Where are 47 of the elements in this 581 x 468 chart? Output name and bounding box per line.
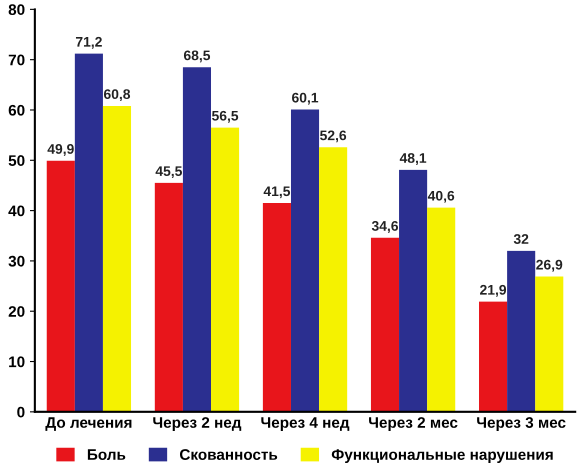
data-label: 34,6 xyxy=(372,221,398,233)
bar xyxy=(154,182,183,412)
x-tick-label: Через 2 нед xyxy=(153,417,242,431)
data-label: 71,2 xyxy=(76,36,102,49)
bar xyxy=(370,238,400,412)
data-label: 49,9 xyxy=(47,144,74,156)
bar xyxy=(262,203,291,412)
bar xyxy=(290,109,320,412)
data-label: 60,8 xyxy=(104,89,130,102)
y-tick-label: 10 xyxy=(9,356,25,368)
data-label: 26,9 xyxy=(536,260,562,272)
x-tick-label: Через 3 мес xyxy=(477,417,566,431)
x-tick-label: До лечения xyxy=(45,417,132,431)
y-tick-label: 50 xyxy=(8,155,25,166)
bar xyxy=(535,276,564,412)
bar xyxy=(479,302,508,412)
bar xyxy=(399,170,428,412)
data-label: 48,1 xyxy=(400,153,426,165)
data-label: 68,5 xyxy=(184,50,210,62)
data-label: 32 xyxy=(514,234,528,244)
bar xyxy=(211,128,240,412)
y-tick-label: 0 xyxy=(17,406,25,418)
bar xyxy=(319,147,348,412)
data-label: 56,5 xyxy=(212,110,238,123)
bar xyxy=(102,106,132,412)
bar xyxy=(182,67,212,412)
data-label: 45,5 xyxy=(156,166,182,178)
y-tick-label: 30 xyxy=(8,256,25,267)
y-tick-label: 80 xyxy=(8,4,25,16)
y-tick-label: 40 xyxy=(8,205,25,216)
data-label: 40,6 xyxy=(428,190,454,203)
data-label: 21,9 xyxy=(480,284,506,297)
data-label: 41,5 xyxy=(264,186,290,198)
x-tick-label: Через 4 нед xyxy=(261,417,350,431)
data-label: 52,6 xyxy=(320,130,346,142)
x-tick-label: Через 2 мес xyxy=(369,417,458,431)
bar xyxy=(46,160,75,412)
y-tick-label: 20 xyxy=(8,306,25,317)
data-label: 60,1 xyxy=(292,92,318,105)
legend-label: Функциональные нарушения xyxy=(332,449,553,463)
legend-label: Боль xyxy=(88,449,126,460)
bar xyxy=(427,208,456,412)
bar xyxy=(507,250,536,412)
y-tick-label: 60 xyxy=(8,104,25,116)
y-tick-label: 70 xyxy=(8,54,25,66)
legend-label: Скованность xyxy=(180,449,278,460)
bar xyxy=(74,54,103,412)
